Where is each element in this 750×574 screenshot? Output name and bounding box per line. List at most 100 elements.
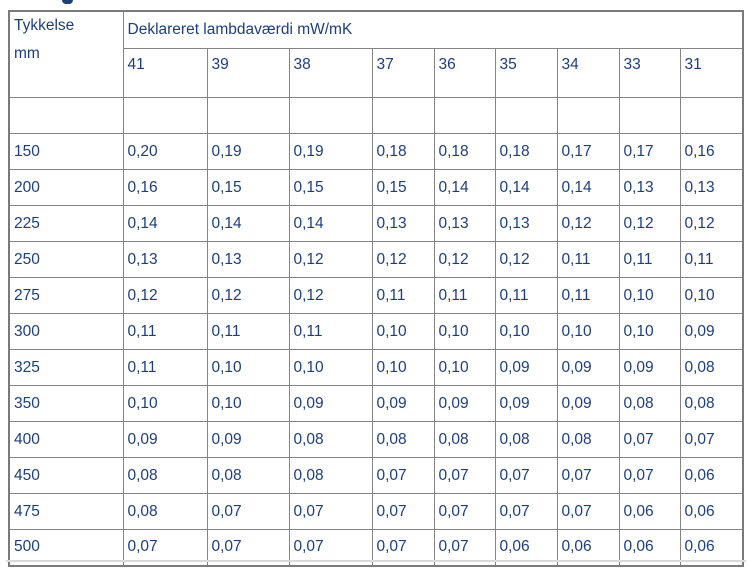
u-value-cell: 0,19	[288, 133, 373, 170]
u-value-cell: 0,08	[679, 385, 744, 422]
u-value-cell: 0,18	[494, 133, 558, 170]
u-value-cell: 0,09	[433, 385, 496, 422]
u-value-cell: 0,13	[206, 241, 290, 278]
table-row: 200 0,16 0,15 0,15 0,15 0,14 0,14 0,14 0,13 0,13	[8, 169, 744, 206]
u-value-cell: 0,11	[618, 241, 681, 278]
u-value-cell: 0,13	[122, 241, 208, 278]
table-row: 250 0,13 0,13 0,12 0,12 0,12 0,12 0,11 0,11 0,11	[8, 241, 744, 278]
u-value-cell: 0,08	[618, 385, 681, 422]
u-value-cell: 0,12	[618, 205, 681, 242]
u-value-cell: 0,07	[556, 457, 620, 494]
u-value-cell: 0,12	[288, 277, 373, 314]
empty-cell	[679, 97, 744, 134]
u-value-cell: 0,11	[433, 277, 496, 314]
u-value-cell: 0,12	[371, 241, 435, 278]
u-value-cell: 0,12	[206, 277, 290, 314]
thickness-cell: 475	[8, 493, 124, 530]
u-value-cell: 0,10	[206, 385, 290, 422]
u-value-cell: 0,14	[206, 205, 290, 242]
u-value-cell: 0,17	[556, 133, 620, 170]
empty-row	[8, 97, 744, 134]
lambda-column-header: 35	[494, 48, 558, 98]
u-value-cell: 0,16	[122, 169, 208, 206]
empty-cell	[122, 97, 208, 134]
u-value-cell: 0,11	[494, 277, 558, 314]
u-value-cell: 0,07	[288, 493, 373, 530]
u-value-cell: 0,07	[494, 457, 558, 494]
u-value-cell: 0,09	[494, 385, 558, 422]
u-value-cell: 0,06	[556, 529, 620, 566]
u-value-cell: 0,18	[371, 133, 435, 170]
u-value-cell: 0,06	[618, 493, 681, 530]
lambda-column-header: 31	[679, 48, 744, 98]
u-value-cell: 0,15	[288, 169, 373, 206]
u-value-cell: 0,14	[556, 169, 620, 206]
empty-cell	[206, 97, 290, 134]
u-value-cell: 0,06	[679, 493, 744, 530]
u-value-cell: 0,12	[556, 205, 620, 242]
lambda-column-header: 36	[433, 48, 496, 98]
u-value-cell: 0,06	[679, 529, 744, 566]
table-row: 450 0,08 0,08 0,08 0,07 0,07 0,07 0,07 0,07 0,06	[8, 457, 744, 494]
u-value-cell: 0,15	[206, 169, 290, 206]
u-value-cell: 0,09	[206, 421, 290, 458]
table-row: 350 0,10 0,10 0,09 0,09 0,09 0,09 0,09 0,08 0,08	[8, 385, 744, 422]
u-value-cell: 0,08	[494, 421, 558, 458]
lambda-column-header: 41	[122, 48, 208, 98]
u-value-cell: 0,08	[433, 421, 496, 458]
u-value-cell: 0,07	[206, 493, 290, 530]
lambda-column-header: 33	[618, 48, 681, 98]
group-header-row: Tykkelse mm Deklareret lambdaværdi mW/mK	[8, 10, 744, 98]
u-value-cell: 0,10	[618, 277, 681, 314]
u-value-cell: 0,11	[122, 349, 208, 386]
empty-cell	[371, 97, 435, 134]
u-value-cell: 0,14	[122, 205, 208, 242]
u-value-cell: 0,12	[494, 241, 558, 278]
u-value-cell: 0,14	[288, 205, 373, 242]
u-value-cell: 0,07	[433, 529, 496, 566]
u-value-cell: 0,09	[371, 385, 435, 422]
empty-cell	[494, 97, 558, 134]
u-value-cell: 0,12	[679, 205, 744, 242]
u-value-cell: 0,07	[288, 529, 373, 566]
u-value-cell: 0,08	[288, 421, 373, 458]
u-value-cell: 0,07	[122, 529, 208, 566]
u-value-cell: 0,08	[206, 457, 290, 494]
u-value-cell: 0,07	[556, 493, 620, 530]
u-value-cell: 0,10	[618, 313, 681, 350]
lambda-group-header: Deklareret lambdaværdi mW/mK	[122, 10, 744, 49]
u-value-cell: 0,07	[679, 421, 744, 458]
u-value-cell: 0,13	[618, 169, 681, 206]
empty-cell	[288, 97, 373, 134]
u-value-cell: 0,19	[206, 133, 290, 170]
u-value-cell: 0,10	[371, 349, 435, 386]
u-value-cell: 0,16	[679, 133, 744, 170]
u-value-cell: 0,10	[433, 313, 496, 350]
u-value-cell: 0,10	[433, 349, 496, 386]
u-value-cell: 0,17	[618, 133, 681, 170]
lambda-column-header: 34	[556, 48, 620, 98]
thickness-cell: 300	[8, 313, 124, 350]
u-value-cell: 0,12	[433, 241, 496, 278]
u-value-cell: 0,09	[494, 349, 558, 386]
u-value-cell: 0,14	[494, 169, 558, 206]
u-value-cell: 0,09	[556, 385, 620, 422]
u-value-cell: 0,11	[206, 313, 290, 350]
u-value-cell: 0,09	[618, 349, 681, 386]
thickness-header-line2: mm	[14, 45, 40, 62]
u-value-cell: 0,10	[122, 385, 208, 422]
u-value-cell: 0,08	[122, 493, 208, 530]
u-value-cell: 0,07	[433, 493, 496, 530]
u-value-cell: 0,11	[556, 241, 620, 278]
lambda-columns-row: 41 39 38 37 36 35 34 33 31	[9, 48, 744, 98]
u-value-cell: 0,10	[494, 313, 558, 350]
u-value-cell: 0,09	[556, 349, 620, 386]
table-row: 325 0,11 0,10 0,10 0,10 0,10 0,09 0,09 0,09 0,08	[8, 349, 744, 386]
u-value-cell: 0,10	[206, 349, 290, 386]
table-row: 300 0,11 0,11 0,11 0,10 0,10 0,10 0,10 0,10 0,09	[8, 313, 744, 350]
lambda-column-header: 37	[371, 48, 435, 98]
u-value-cell: 0,11	[288, 313, 373, 350]
u-value-cell: 0,07	[371, 529, 435, 566]
u-value-cell: 0,11	[679, 241, 744, 278]
u-value-cell: 0,11	[122, 313, 208, 350]
